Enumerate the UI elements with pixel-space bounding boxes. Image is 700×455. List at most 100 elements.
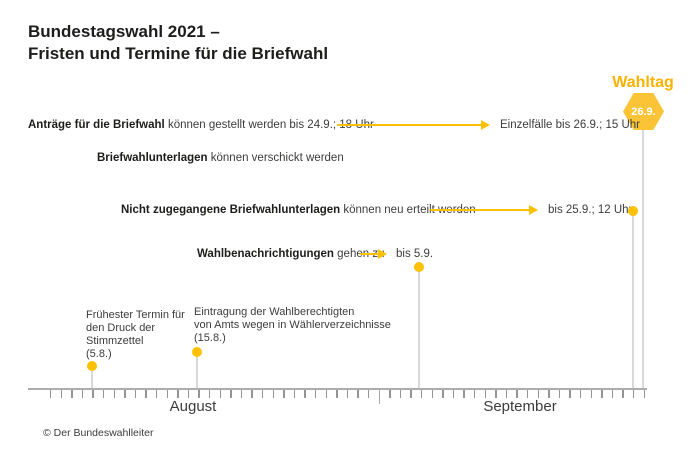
- event-row-wahlbenachrichtigungen: Wahlbenachrichtigungen gehen zu: [197, 248, 384, 260]
- drop-line-25-9: [632, 215, 634, 389]
- day-tick: [410, 390, 412, 398]
- day-tick: [81, 390, 84, 398]
- wahltag-date: 26.9.: [631, 105, 656, 118]
- event-row-antraege-deadline: Einzelfälle bis 26.9.; 15 Uhr: [500, 119, 640, 131]
- arrow-head-icon: [378, 249, 387, 259]
- arrow-shaft: [337, 123, 483, 127]
- milestone-dot-25-9: [628, 206, 638, 216]
- day-tick: [357, 390, 359, 398]
- arrow-shaft: [360, 252, 380, 256]
- axis-day-ticks: [28, 388, 648, 406]
- day-tick: [177, 390, 179, 398]
- day-tick: [166, 390, 168, 398]
- drop-line-26-9: [642, 130, 644, 389]
- drop-line-5-9: [418, 271, 420, 389]
- day-tick: [50, 390, 52, 398]
- day-tick: [283, 390, 285, 398]
- page-title: Bundestagswahl 2021 – Fristen und Termin…: [28, 21, 328, 65]
- day-tick: [262, 390, 264, 398]
- milestone-dot-15-8: [192, 347, 202, 357]
- day-tick: [611, 390, 614, 398]
- day-tick: [219, 390, 221, 398]
- event-row-unterlagen-lead: Briefwahlunterlagen: [97, 152, 208, 164]
- day-tick: [92, 390, 94, 398]
- timeline-arrow-icon: [360, 249, 387, 259]
- event-row-nicht-zugegangene-deadline: bis 25.9.; 12 Uhr: [548, 204, 633, 216]
- event-row-unterlagen-text: können verschickt werden: [207, 152, 344, 164]
- day-tick: [103, 390, 105, 398]
- day-tick: [304, 390, 306, 398]
- day-tick: [474, 390, 476, 398]
- day-tick: [113, 390, 115, 398]
- day-tick: [537, 390, 539, 398]
- title-line-1: Bundestagswahl 2021 –: [28, 22, 220, 41]
- event-row-wahlbenachrichtigungen-deadline: bis 5.9.: [396, 248, 434, 260]
- day-tick: [134, 390, 137, 398]
- day-tick: [421, 390, 423, 398]
- day-tick: [187, 390, 190, 398]
- day-tick: [431, 390, 433, 398]
- milestone-dot-5-8: [87, 361, 97, 371]
- day-tick: [580, 390, 582, 398]
- day-tick: [389, 390, 391, 398]
- day-tick: [124, 390, 126, 398]
- day-tick: [399, 390, 402, 398]
- month-divider-tick: [378, 390, 380, 404]
- day-tick: [643, 390, 645, 398]
- day-tick: [368, 390, 370, 398]
- month-label-september: September: [483, 398, 557, 415]
- day-tick: [293, 390, 296, 398]
- milestone-dot-5-9: [414, 262, 424, 272]
- day-tick: [463, 390, 465, 398]
- timeline-arrow-icon: [430, 205, 538, 215]
- day-tick: [590, 390, 592, 398]
- day-tick: [527, 390, 529, 398]
- day-tick: [484, 390, 486, 398]
- day-tick: [315, 390, 317, 398]
- day-tick: [569, 390, 571, 398]
- drop-line-15-8: [196, 356, 198, 389]
- arrow-shaft: [430, 208, 531, 212]
- day-tick: [272, 390, 274, 398]
- day-tick: [505, 390, 508, 398]
- day-tick: [251, 390, 253, 398]
- day-tick: [495, 390, 497, 398]
- day-tick: [209, 390, 211, 398]
- day-tick: [633, 390, 635, 398]
- day-tick: [198, 390, 200, 398]
- event-row-antraege: Anträge für die Briefwahl können gestell…: [28, 119, 374, 131]
- day-tick: [516, 390, 518, 398]
- day-tick: [346, 390, 349, 398]
- arrow-head-icon: [481, 120, 490, 130]
- event-row-nicht-zugegangene: Nicht zugegangene Briefwahlunterlagen kö…: [121, 204, 476, 216]
- event-row-antraege-lead: Anträge für die Briefwahl: [28, 119, 165, 131]
- day-tick: [60, 390, 62, 398]
- title-line-2: Fristen und Termine für die Briefwahl: [28, 44, 329, 63]
- day-tick: [601, 390, 603, 398]
- event-row-nicht-zugegangene-text: können neu erteilt werden: [340, 204, 476, 216]
- milestone-druck-stimmzettel: Frühester Termin für den Druck der Stimm…: [86, 309, 185, 360]
- event-row-nicht-zugegangene-lead: Nicht zugegangene Briefwahlunterlagen: [121, 204, 341, 216]
- day-tick: [336, 390, 338, 398]
- day-tick: [325, 390, 327, 398]
- event-row-antraege-text: können gestellt werden bis 24.9.; 18 Uhr: [164, 119, 374, 131]
- day-tick: [548, 390, 550, 398]
- event-row-wahlbenachrichtigungen-lead: Wahlbenachrichtigungen: [197, 248, 334, 260]
- day-tick: [71, 390, 73, 398]
- day-tick: [145, 390, 147, 398]
- day-tick: [558, 390, 561, 398]
- timeline-axis: [28, 388, 647, 390]
- copyright-note: © Der Bundeswahlleiter: [43, 427, 154, 439]
- day-tick: [452, 390, 455, 398]
- drop-line-5-8: [91, 370, 93, 389]
- month-label-august: August: [169, 398, 217, 415]
- day-tick: [622, 390, 624, 398]
- wahltag-label: Wahltag: [612, 74, 674, 91]
- day-tick: [240, 390, 243, 398]
- milestone-eintragung-waehlerverzeichnisse: Eintragung der Wahlberechtigten von Amts…: [194, 306, 391, 344]
- day-tick: [230, 390, 232, 398]
- day-tick: [156, 390, 158, 398]
- arrow-head-icon: [529, 205, 538, 215]
- timeline-arrow-icon: [337, 120, 490, 130]
